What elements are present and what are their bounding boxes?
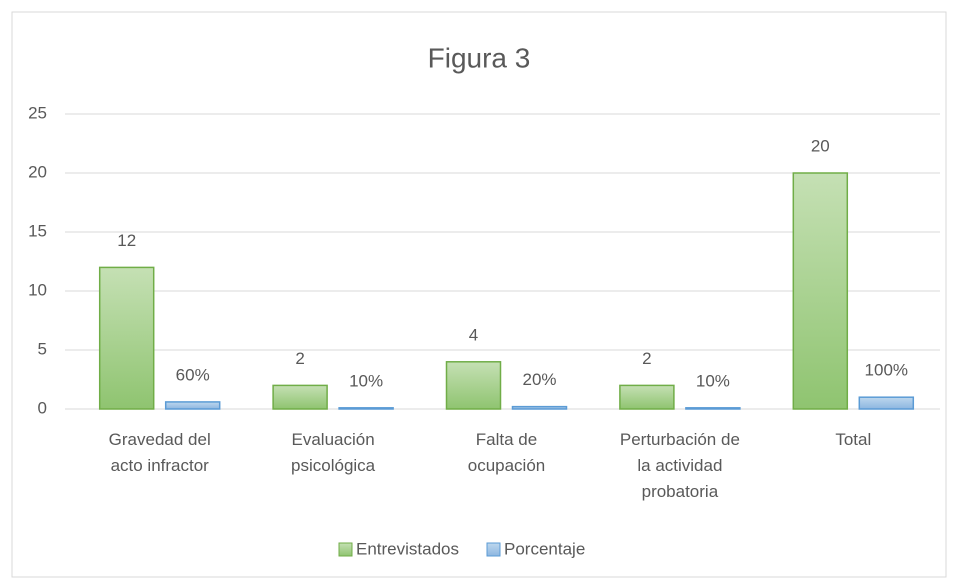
y-tick-label: 10 [28, 280, 47, 299]
bar [338, 407, 394, 410]
y-tick-label: 25 [28, 103, 47, 122]
legend-label: Entrevistados [356, 539, 459, 558]
data-label: 12 [117, 231, 136, 250]
y-tick-label: 5 [38, 339, 47, 358]
x-tick-label: Evaluación psicológica [291, 430, 376, 475]
data-label: 10% [696, 371, 730, 390]
bar [164, 401, 221, 410]
bar [858, 396, 915, 410]
x-tick-label: Falta de ocupación [468, 430, 546, 475]
x-tick-label: Total [835, 430, 871, 449]
x-tick-label: Perturbación de la actividad probatoria [620, 430, 740, 501]
bar [272, 384, 328, 410]
legend-label: Porcentaje [504, 539, 585, 558]
bar [792, 172, 849, 410]
bar [619, 384, 675, 410]
legend-swatch [338, 542, 353, 557]
legend-swatch [486, 542, 501, 557]
x-tick-label: Gravedad del acto infractor [109, 430, 211, 475]
data-label: 20% [522, 370, 556, 389]
data-label: 60% [176, 365, 210, 384]
data-label: 2 [642, 349, 651, 368]
data-label: 10% [349, 371, 383, 390]
bar [445, 361, 502, 410]
data-label: 4 [469, 325, 478, 344]
y-tick-label: 20 [28, 162, 47, 181]
chart-title: Figura 3 [428, 42, 531, 73]
data-label: 20 [811, 136, 830, 155]
y-tick-label: 0 [38, 398, 47, 417]
bar [685, 407, 741, 410]
bar [98, 266, 155, 410]
y-tick-label: 15 [28, 221, 47, 240]
chart-border [11, 11, 947, 578]
data-label: 100% [865, 361, 908, 380]
bar [511, 405, 568, 410]
data-label: 2 [295, 349, 304, 368]
